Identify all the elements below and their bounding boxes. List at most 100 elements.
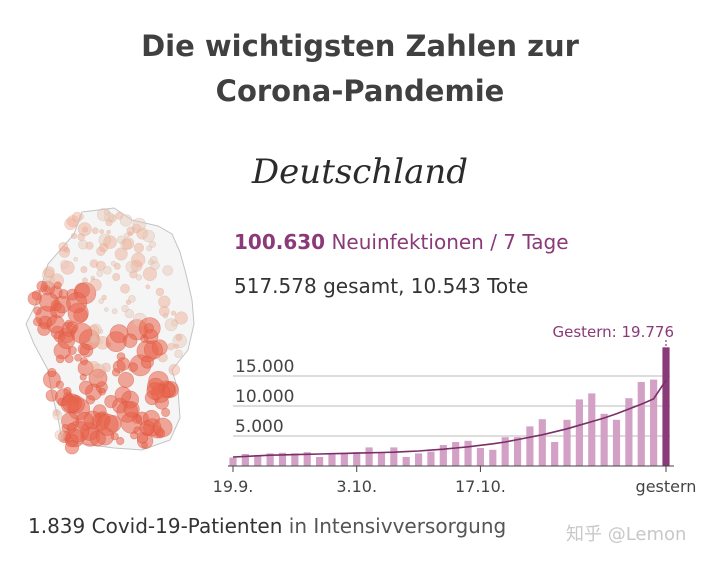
district-dot <box>89 430 106 447</box>
bar <box>365 447 373 466</box>
icu-patients-line: 1.839 Covid-19-Patienten in Intensivvers… <box>28 514 506 538</box>
district-dot <box>99 229 105 235</box>
bar <box>600 413 608 466</box>
weekly-infections-label: Neuinfektionen / 7 Tage <box>325 230 569 254</box>
district-dot <box>104 307 109 312</box>
district-dot <box>158 295 171 308</box>
district-dot <box>79 373 87 381</box>
district-dot <box>111 368 121 377</box>
district-dot <box>146 382 165 401</box>
district-dot <box>141 441 148 449</box>
district-dot <box>43 266 55 278</box>
bar <box>575 399 583 466</box>
bar <box>588 393 596 466</box>
district-dot <box>78 380 93 395</box>
district-dot <box>164 318 178 332</box>
district-dot <box>126 226 136 236</box>
district-dot <box>103 209 111 216</box>
district-dot <box>78 214 85 220</box>
district-dot <box>130 252 146 267</box>
x-tick-label: 17.10. <box>455 477 506 496</box>
bar <box>452 442 460 466</box>
district-dot <box>60 260 75 275</box>
district-dot <box>73 256 79 262</box>
district-dot <box>162 312 169 319</box>
district-dot <box>117 235 126 245</box>
district-dot <box>66 422 77 433</box>
district-dot <box>36 280 48 292</box>
district-dot <box>174 349 183 359</box>
district-dot <box>78 239 88 250</box>
district-dot <box>167 342 175 351</box>
district-dot <box>96 208 111 222</box>
district-dot <box>133 242 144 254</box>
district-dot <box>77 343 90 356</box>
district-dot <box>87 361 101 375</box>
district-dot <box>98 387 106 396</box>
district-dot <box>123 232 130 238</box>
district-dot <box>104 395 118 409</box>
district-dot <box>64 354 74 364</box>
bar <box>489 449 497 466</box>
bar <box>551 442 559 466</box>
district-dot <box>60 259 69 269</box>
district-dot <box>111 308 118 315</box>
bar <box>501 437 509 466</box>
district-dot <box>85 395 96 405</box>
district-dot <box>116 357 131 371</box>
bar <box>526 426 534 466</box>
district-dot <box>114 247 128 261</box>
district-dot <box>96 413 119 436</box>
district-dot <box>89 259 99 268</box>
district-dot <box>168 364 181 376</box>
bar <box>229 457 237 466</box>
district-dot <box>110 260 117 267</box>
district-dot <box>46 315 65 334</box>
y-tick-label: 15.000 <box>235 357 294 377</box>
district-dot <box>88 278 102 292</box>
district-dot <box>58 241 69 252</box>
district-dot <box>64 440 80 455</box>
district-dot <box>119 214 133 227</box>
bar <box>241 454 249 466</box>
bar <box>316 457 324 466</box>
district-dot <box>96 269 104 277</box>
y-tick-labels: 5.000 10.000 15.000 <box>235 357 294 437</box>
district-dot <box>52 410 63 421</box>
x-tick-labels: 19.9. 3.10. 17.10. gestern <box>213 466 696 496</box>
district-dot <box>105 331 127 353</box>
district-dot <box>70 232 78 240</box>
district-dot <box>138 317 161 340</box>
district-dot <box>123 401 140 418</box>
bar <box>266 453 274 466</box>
district-dot <box>89 335 98 344</box>
district-dot <box>173 343 179 350</box>
bar <box>402 457 410 466</box>
district-dot <box>103 265 112 275</box>
district-dot <box>171 310 177 316</box>
bar <box>637 382 645 466</box>
headline: Die wichtigsten Zahlen zur Corona-Pandem… <box>0 24 720 114</box>
district-dot <box>175 334 183 342</box>
district-dot <box>130 259 143 272</box>
y-tick-label: 10.000 <box>235 387 294 407</box>
district-dot <box>54 429 65 441</box>
bar <box>563 419 571 466</box>
district-dot <box>132 217 146 232</box>
district-dot <box>71 322 93 344</box>
bar <box>439 445 447 466</box>
bars <box>229 347 670 466</box>
district-dot <box>47 367 57 378</box>
bar <box>390 447 398 466</box>
district-dot <box>118 371 135 388</box>
district-dot <box>130 431 139 440</box>
bar-yesterday <box>662 347 670 466</box>
district-dot <box>114 386 132 404</box>
district-dot <box>142 229 155 243</box>
bar <box>427 451 435 466</box>
bar <box>464 440 472 466</box>
bar <box>414 453 423 466</box>
district-dot <box>124 308 134 319</box>
district-dot <box>90 275 96 281</box>
icu-patients-count: 1.839 Covid-19-Patienten <box>28 514 283 538</box>
